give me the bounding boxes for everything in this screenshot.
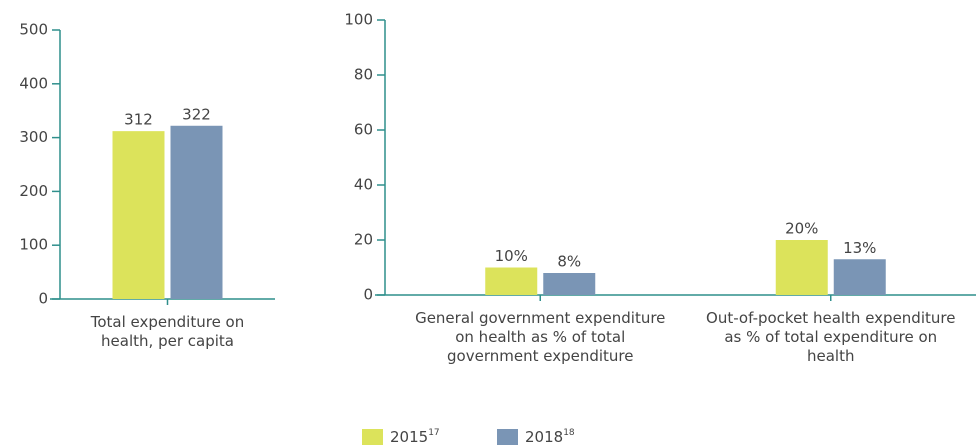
value-label: 13% [843,239,876,257]
y-tick-label: 0 [38,290,48,308]
value-label: 322 [182,105,211,123]
legend-swatch [362,429,383,445]
bar [833,259,886,295]
legend-name: 2015 [390,428,428,445]
y-tick-label: 400 [19,74,48,92]
bar [112,131,165,299]
y-tick-label: 100 [19,236,48,254]
bar [543,273,596,295]
y-tick-label: 200 [19,182,48,200]
legend-label: 201517 [390,428,440,445]
x-tick-label: Out-of-pocket health expenditure as % of… [706,309,956,365]
y-tick-label: 100 [344,11,373,29]
bar [170,125,223,299]
x-tick-label: General government expenditure on health… [415,309,666,365]
value-label: 20% [785,220,818,238]
y-tick-label: 60 [354,121,373,139]
y-tick-label: 500 [19,21,48,39]
y-tick-label: 20 [354,231,373,249]
value-label: 8% [557,253,581,271]
value-label: 312 [124,111,153,129]
y-tick-label: 300 [19,128,48,146]
legend-footnote: 18 [563,428,575,438]
y-tick-label: 0 [363,286,373,304]
y-tick-label: 40 [354,176,373,194]
legend-footnote: 17 [428,428,439,438]
y-tick-label: 80 [354,66,373,84]
bar [485,267,538,295]
legend-label: 201818 [525,428,575,445]
legend-swatch [497,429,518,445]
bar [775,240,828,295]
x-tick-label: Total expenditure on health, per capita [90,313,245,350]
legend-name: 2018 [525,428,563,445]
value-label: 10% [495,247,528,265]
